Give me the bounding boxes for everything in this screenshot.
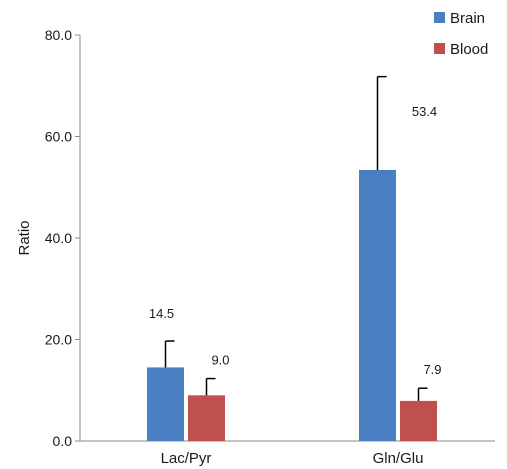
legend-label-blood: Blood <box>450 41 488 58</box>
data-label: 14.5 <box>149 306 174 321</box>
data-label: 7.9 <box>423 362 441 377</box>
data-label: 9.0 <box>211 353 229 368</box>
chart-legend: Brain Blood <box>434 10 488 58</box>
y-tick-label: 0.0 <box>53 433 73 449</box>
legend-swatch-blood <box>434 43 445 54</box>
bar-blood-0 <box>188 395 225 441</box>
y-tick-label: 60.0 <box>45 129 72 145</box>
x-tick-label: Lac/Pyr <box>161 450 212 467</box>
bar-brain-0 <box>147 367 184 441</box>
chart-bars <box>147 77 437 441</box>
chart-axes: 0.0 20.0 40.0 60.0 80.0 Ratio <box>16 27 495 449</box>
legend-swatch-brain <box>434 12 445 23</box>
y-tick-label: 20.0 <box>45 332 72 348</box>
bar-blood-1 <box>400 401 437 441</box>
y-tick-label: 40.0 <box>45 230 72 246</box>
data-label: 53.4 <box>412 104 437 119</box>
bar-brain-1 <box>359 170 396 441</box>
legend-label-brain: Brain <box>450 10 485 27</box>
y-tick-label: 80.0 <box>45 27 72 43</box>
x-tick-label: Gln/Glu <box>373 450 424 467</box>
y-axis-title: Ratio <box>16 220 33 255</box>
